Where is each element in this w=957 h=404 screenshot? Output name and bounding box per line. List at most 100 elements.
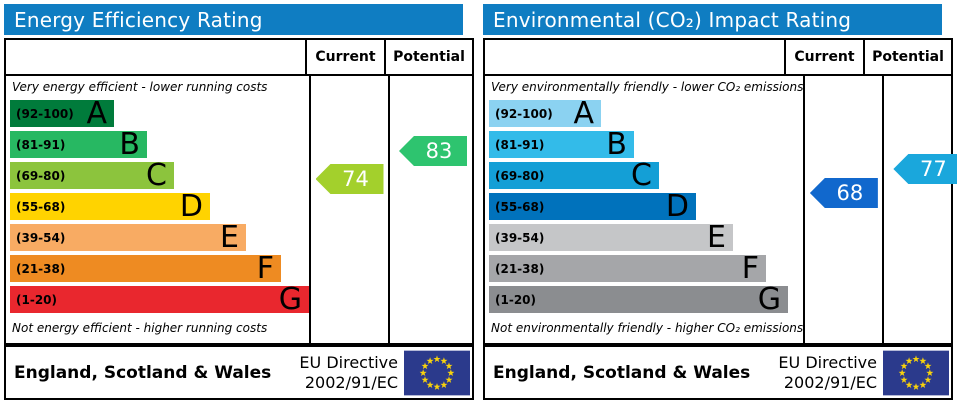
band-row-c: (69-80) C [489, 158, 803, 193]
band-range: (55-68) [16, 199, 66, 214]
band-bar-g: (1-20) G [10, 282, 309, 317]
eu-flag-icon [404, 350, 470, 395]
region-label: England, Scotland & Wales [493, 362, 751, 383]
potential-rating-value: 83 [425, 139, 453, 163]
band-range: (69-80) [495, 168, 545, 183]
eu-flag-icon [883, 350, 949, 395]
band-range: (81-91) [16, 137, 66, 152]
empty-header-cell [485, 40, 784, 74]
top-caption: Very energy efficient - lower running co… [12, 80, 268, 94]
empty-header-cell [6, 40, 305, 74]
energy-efficiency-panel: Energy Efficiency Rating Current Potenti… [4, 4, 474, 400]
band-bar-f: (21-38) F [10, 251, 281, 286]
current-column-header: Current [305, 40, 384, 74]
eu-directive-line2: 2002/91/EC [783, 372, 877, 392]
energy-efficiency-title-bar: Energy Efficiency Rating [4, 4, 463, 35]
band-letter: G [278, 282, 302, 317]
table-body: Very environmentally friendly - lower CO… [485, 76, 957, 343]
band-row-c: (69-80) C [10, 158, 309, 193]
band-letter: B [119, 127, 140, 162]
footer-bar: England, Scotland & Wales EU Directive 2… [483, 345, 953, 400]
band-row-b: (81-91) B [10, 127, 309, 162]
band-range: (81-91) [495, 137, 545, 152]
band-range: (92-100) [16, 106, 74, 121]
band-row-e: (39-54) E [10, 220, 309, 255]
energy-rating-table: Current Potential Very energy efficient … [4, 38, 474, 345]
band-letter: A [573, 96, 594, 131]
band-letter: C [146, 158, 167, 193]
band-bar-g: (1-20) G [489, 282, 788, 317]
band-bar-b: (81-91) B [489, 127, 634, 162]
eu-directive-label: EU Directive 2002/91/EC [778, 353, 883, 393]
potential-rating-arrow: 83 [399, 136, 467, 166]
band-bar-f: (21-38) F [489, 251, 766, 286]
region-label: England, Scotland & Wales [14, 362, 272, 383]
bottom-caption: Not energy efficient - higher running co… [12, 321, 268, 335]
band-bar-a: (92-100) A [489, 96, 601, 131]
band-range: (21-38) [495, 261, 545, 276]
band-bar-d: (55-68) D [489, 189, 696, 224]
band-bar-a: (92-100) A [10, 99, 114, 129]
band-row-a: (92-100) A [489, 96, 803, 131]
band-letter: D [665, 189, 689, 224]
band-row-e: (39-54) E [489, 220, 803, 255]
eu-directive-line1: EU Directive [778, 352, 877, 372]
panel-title: Environmental (CO₂) Impact Rating [493, 7, 852, 32]
current-value-column: 74 [309, 76, 388, 343]
band-row-a: (92-100) A [10, 99, 309, 129]
band-letter: E [220, 220, 239, 255]
band-range: (1-20) [16, 292, 57, 307]
band-row-b: (81-91) B [489, 127, 803, 162]
co2-impact-panel: Environmental (CO₂) Impact Rating Curren… [483, 4, 957, 400]
current-rating-arrow: 74 [315, 164, 384, 194]
current-rating-value: 68 [836, 181, 864, 205]
band-range: (92-100) [495, 106, 553, 121]
band-range: (21-38) [16, 261, 66, 276]
band-row-d: (55-68) D [10, 189, 309, 224]
potential-column-header: Potential [863, 40, 951, 74]
potential-value-column: 83 [388, 76, 476, 343]
table-body: Very energy efficient - lower running co… [6, 76, 472, 343]
band-range: (69-80) [16, 168, 66, 183]
band-range: (39-54) [16, 230, 66, 245]
eu-directive-line2: 2002/91/EC [304, 372, 398, 392]
band-letter: D [179, 189, 203, 224]
footer-bar: England, Scotland & Wales EU Directive 2… [4, 345, 474, 400]
band-letter: F [741, 251, 759, 286]
potential-column-header: Potential [384, 40, 472, 74]
top-caption: Very environmentally friendly - lower CO… [491, 80, 804, 94]
band-scale: Very energy efficient - lower running co… [6, 76, 309, 343]
band-scale: Very environmentally friendly - lower CO… [485, 76, 803, 343]
band-range: (55-68) [495, 199, 545, 214]
band-bar-c: (69-80) C [489, 158, 659, 193]
current-value-column: 68 [803, 76, 882, 343]
table-header-row: Current Potential [6, 40, 472, 76]
band-bar-b: (81-91) B [10, 127, 147, 162]
band-letter: G [757, 282, 781, 317]
band-range: (1-20) [495, 292, 536, 307]
eu-directive-line1: EU Directive [299, 352, 398, 372]
table-header-row: Current Potential [485, 40, 951, 76]
potential-rating-value: 77 [920, 157, 947, 181]
current-rating-value: 74 [342, 167, 369, 191]
band-letter: B [606, 127, 627, 162]
eu-directive-label: EU Directive 2002/91/EC [299, 353, 404, 393]
band-bar-d: (55-68) D [10, 189, 210, 224]
band-letter: C [631, 158, 652, 193]
bottom-caption: Not environmentally friendly - higher CO… [491, 321, 804, 335]
potential-rating-arrow: 77 [893, 154, 957, 184]
panel-title: Energy Efficiency Rating [14, 7, 263, 32]
current-column-header: Current [784, 40, 863, 74]
band-row-f: (21-38) F [489, 251, 803, 286]
band-letter: F [256, 251, 274, 286]
band-row-f: (21-38) F [10, 251, 309, 286]
band-bar-e: (39-54) E [489, 220, 733, 255]
current-rating-arrow: 68 [809, 178, 878, 208]
band-row-d: (55-68) D [489, 189, 803, 224]
band-row-g: (1-20) G [489, 282, 803, 317]
co2-impact-title-bar: Environmental (CO₂) Impact Rating [483, 4, 942, 35]
band-bar-e: (39-54) E [10, 220, 246, 255]
band-row-g: (1-20) G [10, 282, 309, 317]
band-letter: E [707, 220, 726, 255]
